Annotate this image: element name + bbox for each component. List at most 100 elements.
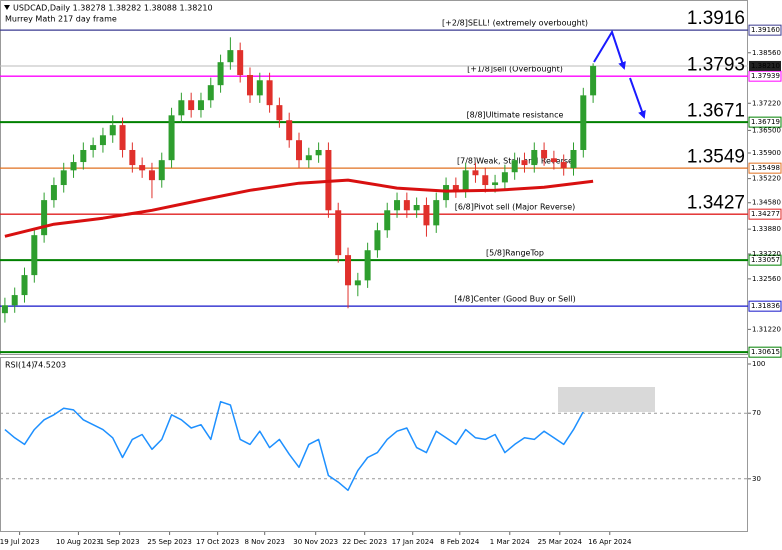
y-tick-label: 70	[752, 409, 761, 417]
level-label: [4/8]Center (Good Buy or Sell)	[454, 295, 575, 304]
candle-body	[501, 172, 508, 183]
level-value-box	[748, 300, 782, 312]
candle-body	[335, 210, 342, 256]
candle-body	[276, 105, 283, 121]
candle-body	[90, 145, 97, 150]
candle-body	[296, 140, 303, 161]
candle-body	[472, 170, 479, 176]
level-value-label: 1.37939	[751, 72, 780, 80]
target-label: 1.3916	[687, 8, 745, 29]
candle-body	[394, 200, 401, 211]
y-tick-label: 30	[752, 475, 761, 483]
candle-body	[139, 165, 146, 171]
y-tick-label: 1.34580	[752, 199, 781, 207]
chart-subtitle: Murrey Math 217 day frame	[5, 15, 117, 24]
rsi	[0, 400, 748, 492]
chart-title: USDCAD,Daily 1.38278 1.38282 1.38088 1.3…	[13, 4, 213, 13]
candle-body	[560, 162, 567, 169]
rsi-title: RSI(14)	[5, 361, 34, 370]
level-label: [6/8]Pivot sell (Major Reverse)	[455, 203, 576, 212]
rsi-panel	[0, 357, 748, 532]
candle-body	[403, 200, 410, 211]
rsi-value: 74.5203	[33, 361, 66, 370]
x-tick-label: 16 Apr 2024	[588, 538, 632, 546]
target-label: 1.3793	[687, 55, 745, 76]
target-label: 1.3427	[687, 192, 745, 213]
x-tick-label: 19 Jul 2023	[0, 538, 39, 546]
level-value-label: 1.30615	[751, 348, 780, 356]
candle-body	[521, 160, 528, 166]
candle-body	[266, 80, 273, 106]
rsi-line	[4, 400, 594, 492]
candle-body	[423, 205, 430, 226]
x-tick-label: 25 Sep 2023	[147, 538, 191, 546]
overlays: 1.3916 1.3793 1.3671 1.3549 1.3427	[4, 8, 745, 238]
candle-body	[207, 85, 214, 101]
x-tick-label: 1 Mar 2024	[490, 538, 530, 546]
candle-body	[60, 170, 67, 186]
candle-body	[217, 62, 224, 86]
candle-body	[433, 200, 440, 226]
x-tick-label: 17 Jan 2024	[392, 538, 435, 546]
current-price-label: 1.38210	[751, 62, 780, 70]
candle-body	[129, 149, 136, 166]
x-tick-label: 22 Dec 2023	[342, 538, 387, 546]
level-value-box	[748, 24, 782, 36]
y-tick-label: 1.35220	[752, 175, 781, 183]
y-tick-label: 1.32560	[752, 275, 781, 283]
candle-body	[345, 255, 352, 286]
forecast-arrow	[629, 77, 646, 119]
candle-body	[482, 175, 489, 186]
level-value-box	[748, 70, 782, 82]
candle-body	[168, 115, 175, 161]
candle-body	[227, 50, 234, 63]
candle-body	[550, 158, 557, 163]
candle-body	[590, 65, 597, 96]
candle-body	[99, 135, 106, 146]
y-tick-label: 1.33880	[752, 225, 781, 233]
candle-body	[541, 149, 548, 159]
candle-body	[452, 185, 459, 191]
candle-body	[1, 305, 8, 314]
candle-body	[50, 185, 57, 201]
candle-body	[148, 170, 155, 181]
level-value-label: 1.39160	[751, 26, 780, 34]
candle-body	[286, 120, 293, 141]
candle-body	[413, 205, 420, 211]
candle-body	[197, 100, 204, 111]
candle-body	[384, 210, 391, 231]
candle-body	[158, 160, 165, 181]
candle-body	[531, 149, 538, 166]
candle-body	[80, 149, 87, 163]
candle-body	[41, 200, 48, 236]
level-label: [+1/8]sell (Overbought)	[467, 65, 563, 74]
level-value-box	[748, 162, 782, 174]
header-icon	[4, 5, 10, 10]
level-value-box	[748, 116, 782, 128]
candle-body	[21, 275, 28, 296]
x-tick-label: 1 Sep 2023	[100, 538, 140, 546]
x-tick-label: 30 Nov 2023	[293, 538, 338, 546]
candle-body	[462, 170, 469, 191]
candle-body	[305, 155, 312, 161]
y-tick-label: 1.38560	[752, 49, 781, 57]
candle-body	[374, 230, 381, 251]
target-label: 1.3549	[687, 146, 745, 167]
candle-body	[354, 280, 361, 286]
y-tick-label: 1.35900	[752, 149, 781, 157]
candle-body	[315, 149, 322, 156]
candle-body	[511, 160, 518, 173]
candle-body	[11, 295, 18, 306]
axes: 1.39160 1.37939 1.36719 1.35498 1.34277 1.330…	[0, 24, 782, 546]
level-value-label: 1.34277	[751, 210, 780, 218]
candle-body	[119, 125, 126, 150]
level-value-label: 1.31836	[751, 302, 780, 310]
candle-body	[31, 235, 38, 276]
x-tick-label: 8 Feb 2024	[440, 538, 480, 546]
moving-average	[4, 178, 594, 238]
candle-body	[570, 149, 577, 169]
candle-body	[237, 50, 244, 75]
level-label: [+2/8]SELL! (extremely overbought)	[442, 19, 588, 28]
